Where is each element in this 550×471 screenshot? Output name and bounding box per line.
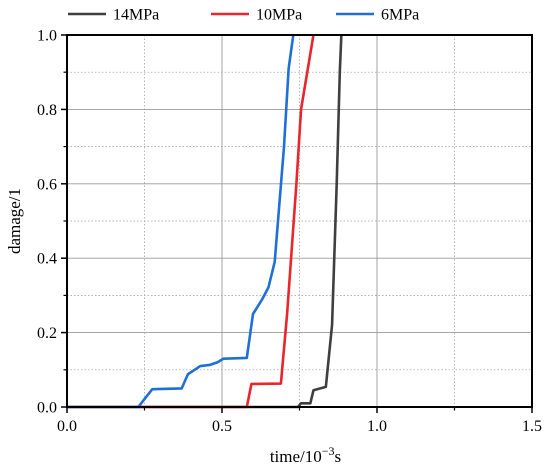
legend-label-6MPa: 6MPa <box>381 7 419 24</box>
axis-labels: time/10−3s damage/1 <box>5 188 341 466</box>
legend-label-10MPa: 10MPa <box>256 7 302 24</box>
series-line-10MPa <box>67 34 315 409</box>
series-lines <box>67 34 343 409</box>
legend-label-14MPa: 14MPa <box>113 7 159 24</box>
y-tick-label: 1.0 <box>37 28 57 45</box>
y-axis-label: damage/1 <box>5 188 24 254</box>
grid <box>67 35 532 407</box>
y-tick-label: 0.2 <box>37 325 57 342</box>
x-tick-label: 1.0 <box>367 418 387 435</box>
series-line-14MPa <box>67 34 343 409</box>
x-tick-label: 0.5 <box>212 418 232 435</box>
y-tick-label: 0.0 <box>37 400 57 417</box>
axis-ticks: 0.0 0.5 1.0 1.5 0.0 0.2 0.4 0.6 0.8 1.0 <box>37 28 542 436</box>
x-tick-label: 1.5 <box>522 418 542 435</box>
y-tick-label: 0.8 <box>37 102 57 119</box>
x-tick-label: 0.0 <box>57 418 77 435</box>
legend: 14MPa 10MPa 6MPa <box>68 7 419 24</box>
y-tick-label: 0.4 <box>37 251 57 268</box>
x-axis-label: time/10−3s <box>270 444 341 466</box>
series-line-6MPa <box>67 34 295 409</box>
y-tick-label: 0.6 <box>37 176 57 193</box>
